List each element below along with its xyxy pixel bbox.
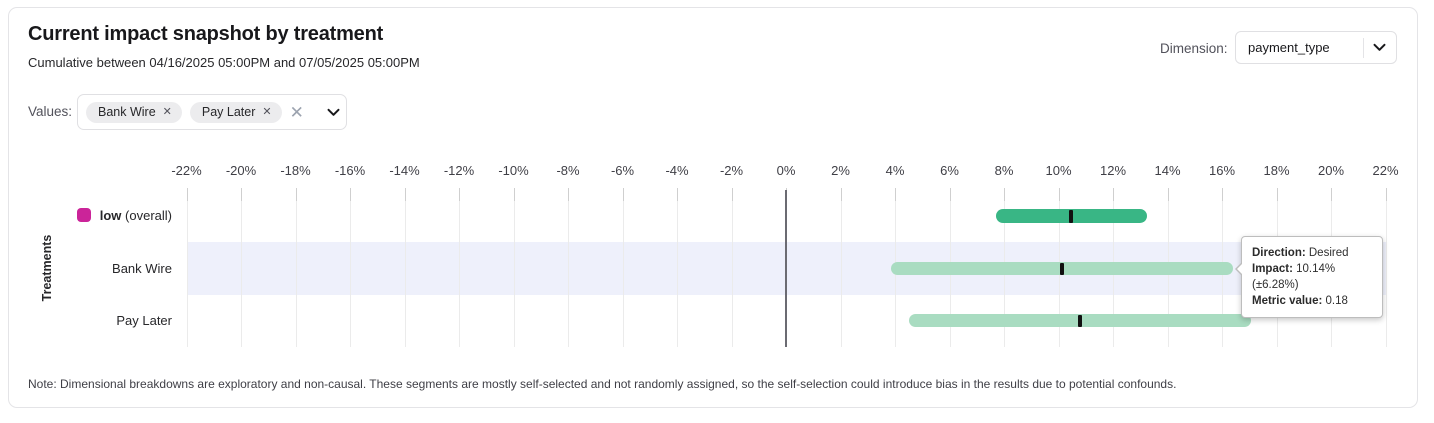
axis-tick xyxy=(568,188,569,201)
remove-chip-icon[interactable]: ✕ xyxy=(262,106,272,118)
axis-tick-label: -2% xyxy=(719,163,744,178)
gridline xyxy=(350,190,351,347)
gridline xyxy=(186,190,188,347)
axis-tick-label: 22% xyxy=(1372,163,1399,178)
legend-swatch-overall xyxy=(76,208,91,223)
row-label-bank-wire: Bank Wire xyxy=(112,260,172,276)
axis-tick xyxy=(949,188,951,201)
remove-chip-icon[interactable]: ✕ xyxy=(162,106,172,118)
chip-label: Bank Wire xyxy=(98,104,156,119)
axis-tick xyxy=(1331,188,1332,201)
chip-label: Pay Later xyxy=(201,104,256,119)
axis-tick-label: 2% xyxy=(831,163,850,178)
gridline xyxy=(241,190,242,347)
axis-tick xyxy=(1004,188,1005,201)
axis-tick-label: -10% xyxy=(498,163,529,178)
clear-values-icon[interactable]: ✕ xyxy=(289,102,304,122)
dimension-selected-value: payment_type xyxy=(1248,40,1330,55)
gridline xyxy=(622,190,624,347)
gridline xyxy=(1385,190,1387,347)
impact-point-tick xyxy=(1077,314,1082,327)
axis-tick-label: -16% xyxy=(334,163,366,178)
impact-point-tick xyxy=(1060,262,1065,275)
axis-tick-label: -18% xyxy=(280,163,311,178)
gridline xyxy=(731,190,733,347)
axis-tick-label: 0% xyxy=(776,163,796,178)
gridline xyxy=(459,190,460,347)
axis-tick xyxy=(350,188,351,201)
axis-tick xyxy=(1222,188,1223,201)
axis-tick xyxy=(1167,188,1169,201)
tooltip: Direction: Desired Impact: 10.14% (±6.28… xyxy=(1235,236,1383,318)
gridline xyxy=(295,190,297,347)
axis-tick xyxy=(404,188,406,201)
axis-tick xyxy=(677,188,678,201)
value-chip-pay-later[interactable]: Pay Later ✕ xyxy=(189,101,282,123)
tooltip-row-impact: Impact: 10.14% (±6.28%) xyxy=(1252,263,1336,291)
footnote: Note: Dimensional breakdowns are explora… xyxy=(28,377,1177,391)
chevron-down-icon[interactable] xyxy=(327,108,340,117)
axis-tick-label: -22% xyxy=(171,163,202,178)
axis-tick xyxy=(1113,188,1114,201)
axis-tick xyxy=(513,188,515,201)
axis-tick xyxy=(241,188,242,201)
page-subtitle: Cumulative between 04/16/2025 05:00PM an… xyxy=(28,55,420,70)
axis-tick-label: -4% xyxy=(665,163,689,178)
axis-tick-label: 14% xyxy=(1154,163,1181,178)
row-label-pay-later: Pay Later xyxy=(116,312,172,328)
axis-tick-label: 20% xyxy=(1317,163,1345,178)
zero-axis-line xyxy=(785,190,787,347)
axis-tick xyxy=(459,188,460,201)
axis-tick-label: -14% xyxy=(389,163,420,178)
tooltip-row-metric: Metric value: 0.18 xyxy=(1252,295,1348,307)
axis-tick xyxy=(1276,188,1278,201)
row-label-low: low (overall) xyxy=(0,207,172,225)
page-title: Current impact snapshot by treatment xyxy=(28,23,384,45)
axis-tick-label: 12% xyxy=(1099,163,1127,178)
gridline xyxy=(568,190,569,347)
values-label: Values: xyxy=(28,104,73,119)
axis-tick-label: -8% xyxy=(556,163,580,178)
axis-tick xyxy=(186,188,188,201)
axis-tick-label: 8% xyxy=(994,163,1014,178)
axis-tick xyxy=(295,188,297,201)
axis-tick-label: -20% xyxy=(225,163,257,178)
card xyxy=(8,7,1418,408)
tooltip-row-direction: Direction: Desired xyxy=(1252,247,1349,259)
axis-tick-label: 6% xyxy=(940,163,959,178)
impact-point-tick xyxy=(1069,209,1074,223)
axis-tick xyxy=(840,188,842,201)
axis-tick-label: -12% xyxy=(443,163,475,178)
gridline xyxy=(513,190,515,347)
value-chip-bank-wire[interactable]: Bank Wire ✕ xyxy=(86,101,182,123)
values-multiselect[interactable]: Bank Wire ✕ Pay Later ✕ ✕ xyxy=(77,94,347,130)
dimension-select[interactable]: payment_type xyxy=(1235,31,1397,64)
axis-tick-label: 18% xyxy=(1263,163,1290,178)
chevron-down-icon[interactable] xyxy=(1373,43,1386,52)
axis-tick xyxy=(1385,188,1387,201)
divider xyxy=(1363,37,1364,58)
axis-tick xyxy=(1058,188,1060,201)
axis-tick-label: 16% xyxy=(1208,163,1236,178)
axis-tick-label: 10% xyxy=(1045,163,1072,178)
dimension-label: Dimension: xyxy=(1160,41,1228,56)
axis-tick-label: -6% xyxy=(610,163,635,178)
axis-tick xyxy=(731,188,733,201)
axis-tick-label: 4% xyxy=(885,163,905,178)
axis-tick xyxy=(895,188,896,201)
gridline xyxy=(404,190,406,347)
gridline xyxy=(840,190,842,347)
axis-tick xyxy=(622,188,624,201)
gridline xyxy=(677,190,678,347)
